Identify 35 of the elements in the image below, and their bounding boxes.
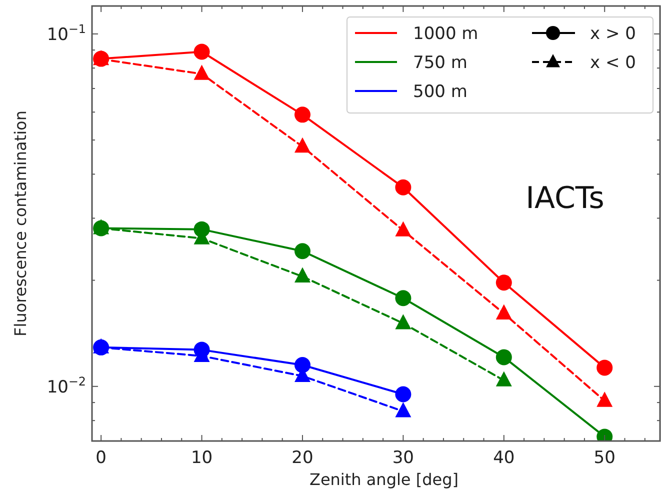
point [395, 402, 412, 418]
point [496, 274, 512, 291]
y-axis-title: Fluorescence contamination [11, 110, 30, 336]
x-tick-label: 50 [594, 448, 616, 468]
point [395, 221, 412, 236]
legend-label: 750 m [413, 53, 468, 73]
point [194, 44, 210, 60]
y-tick-label: 10$^{−2}$ [46, 374, 86, 398]
x-tick-label: 10 [190, 448, 213, 468]
x-tick-label: 20 [292, 448, 314, 468]
point [294, 243, 310, 260]
annotation: IACTs [526, 181, 604, 216]
legend-label: 500 m [413, 82, 468, 102]
annotation: x > 0 [590, 24, 636, 44]
point [596, 392, 613, 407]
point [395, 290, 412, 306]
point [496, 371, 512, 386]
point [395, 179, 412, 196]
point [294, 137, 310, 153]
point [496, 304, 512, 320]
point [294, 267, 310, 283]
legend-label: 1000 m [413, 24, 478, 44]
point [395, 314, 412, 330]
point [294, 357, 310, 374]
y-tick-label: 10$^{−1}$ [46, 22, 86, 45]
x-tick-label: 30 [392, 448, 414, 468]
x-tick-label: 40 [493, 448, 515, 468]
x-tick-label: 0 [96, 448, 106, 468]
point [294, 106, 310, 123]
annotation: x < 0 [590, 53, 636, 73]
point [496, 349, 512, 366]
point [395, 386, 412, 402]
point [596, 360, 613, 376]
point [194, 64, 210, 80]
x-axis-title: Zenith angle [deg] [309, 470, 459, 489]
